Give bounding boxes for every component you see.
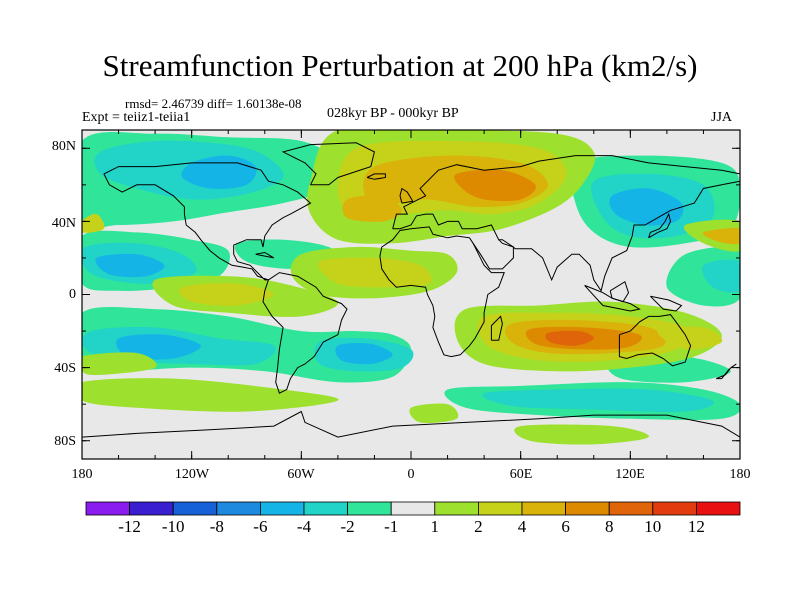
contour-pos1-southern-ocean-a (82, 378, 339, 412)
colorbar-label: 12 (687, 517, 705, 536)
coastline-segment (262, 272, 348, 394)
lon-label-60e: 60E (509, 467, 533, 482)
colorbar-label: 1 (430, 517, 440, 536)
coastline-segment (366, 173, 386, 180)
lat-label-eq: 0 (69, 287, 76, 302)
contour-pos8-indian (545, 330, 594, 346)
colorbar-label: -10 (161, 517, 185, 536)
contour-pos2-tropical-atlantic (318, 257, 432, 288)
colorbar-box (216, 501, 261, 516)
colorbar-box (85, 501, 130, 516)
lon-label-120e: 120E (615, 467, 645, 482)
colorbar-box (434, 501, 479, 516)
lon-label-120w: 120W (174, 467, 210, 482)
coastline-segment (255, 251, 275, 259)
colorbar-box (608, 501, 654, 516)
coastline-segment (82, 410, 740, 438)
colorbar-box (259, 501, 305, 516)
lat-label-80n: 80N (51, 139, 76, 154)
coastline-segment (648, 212, 672, 239)
contour-fill-layer (82, 130, 740, 445)
colorbar-box (565, 501, 610, 516)
contour-neg2-w-pacific (702, 259, 740, 293)
contour-neg4-pacific-n (95, 253, 165, 278)
contour-pos6-eurasia (454, 169, 536, 202)
coastline-segment (490, 315, 503, 341)
contour-neg2-southern-ocean (482, 388, 715, 412)
coastline-segment (716, 363, 737, 380)
stats-text: rmsd= 2.46739 diff= 1.60138e-08 (125, 96, 302, 111)
contour-pos1-antarctic (514, 424, 649, 445)
coastline-segment (584, 284, 641, 312)
colorbar-label: -12 (118, 517, 141, 536)
lon-label-0: 0 (407, 467, 415, 482)
plot-title: Streamfunction Perturbation at 200 hPa (… (102, 48, 698, 83)
colorbar-box (172, 501, 218, 516)
coastline-segment (281, 142, 375, 186)
lat-label-80s: 80S (54, 434, 76, 449)
coastline-segment (650, 295, 683, 312)
axis-ticks (81, 130, 741, 459)
colorbar (85, 501, 741, 516)
lon-label-180w: 180 (71, 467, 93, 482)
coastline-segment (103, 162, 312, 281)
colorbar-box (652, 501, 697, 516)
colorbar-label: -6 (253, 517, 268, 536)
colorbar-label: 6 (561, 517, 570, 536)
coastline-segment (379, 226, 505, 358)
lon-label-60w: 60W (287, 467, 315, 482)
coastline-segment (392, 155, 740, 293)
contour-pos1-southern-ocean-b (409, 403, 459, 424)
colorbar-label: -1 (384, 517, 399, 536)
lat-label-40n: 40N (51, 216, 76, 231)
colorbar-label: 2 (474, 517, 483, 536)
contour-neg4-canada (181, 155, 257, 189)
contour-neg4-south-atlantic (335, 343, 393, 365)
colorbar-box (390, 501, 436, 516)
colorbar-box (129, 501, 174, 516)
lat-label-40s: 40S (54, 361, 76, 376)
period-label: 028kyr BP - 000kyr BP (327, 106, 459, 121)
coastlines (82, 142, 740, 438)
colorbar-label: 8 (604, 517, 614, 536)
colorbar-label: -4 (296, 517, 312, 536)
contour-pos4-n-atlantic (342, 195, 402, 222)
colorbar-box (347, 501, 392, 516)
contour-pos1-s-pacific-lower (82, 352, 157, 376)
season-label: JJA (711, 110, 733, 125)
colorbar-label: -2 (340, 517, 355, 536)
lon-label-180e: 180 (729, 467, 751, 482)
coastline-segment (609, 280, 630, 303)
coastline-segment (472, 239, 514, 270)
colorbar-box (477, 501, 523, 516)
contour-pos2-e-pacific (179, 283, 274, 306)
coastline-segment (399, 187, 414, 204)
contour-neg4-east-asia (609, 188, 684, 226)
contour-pos2-pacific-west-edge (82, 213, 105, 233)
colorbar-label: -8 (209, 517, 224, 536)
experiment-label: Expt = teiiz1-teiia1 (82, 110, 191, 125)
colorbar-label: 10 (644, 517, 662, 536)
colorbar-box (696, 501, 741, 516)
colorbar-box (521, 501, 566, 516)
contour-pos2-central-pacific-east (702, 228, 740, 245)
colorbar-label: 4 (517, 517, 527, 536)
contour-pos2-w-pacific-south (657, 326, 723, 350)
coastline-segment (618, 314, 692, 367)
colorbar-box (303, 501, 348, 516)
